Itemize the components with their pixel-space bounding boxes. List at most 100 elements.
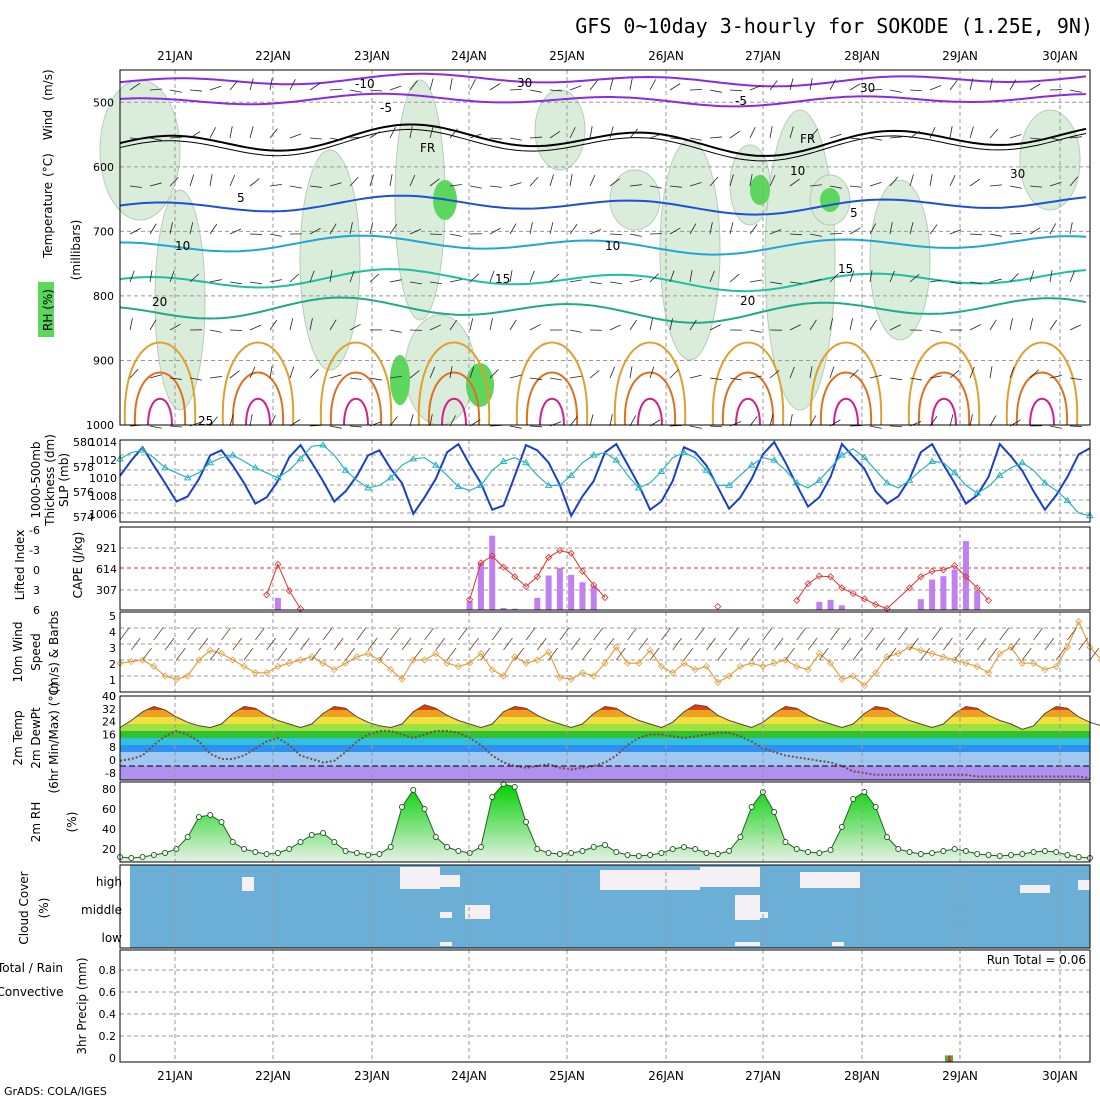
wind-barb bbox=[909, 130, 920, 139]
thickness-point bbox=[634, 483, 643, 491]
lifted-index-point bbox=[590, 581, 598, 589]
wind-barb bbox=[249, 126, 254, 139]
wind-barb bbox=[249, 178, 260, 187]
wind-barb bbox=[909, 274, 920, 283]
wind-barb bbox=[669, 227, 681, 235]
wind-barb bbox=[609, 233, 623, 236]
wind-barb-10m bbox=[401, 637, 412, 651]
wind-barb bbox=[549, 174, 554, 187]
wind-barb bbox=[409, 370, 420, 379]
wind-barb bbox=[629, 233, 642, 237]
wind-barb-10m bbox=[469, 637, 479, 651]
temp-band bbox=[120, 752, 1090, 766]
temp-contour-25 bbox=[613, 341, 687, 426]
wind-speed-point bbox=[184, 672, 192, 680]
wind-barb bbox=[1029, 369, 1039, 379]
wind-barb bbox=[989, 184, 1002, 187]
wind-speed-point bbox=[330, 666, 338, 674]
run-total: Run Total = 0.06 bbox=[987, 953, 1086, 967]
wind-speed-point bbox=[443, 659, 451, 667]
wind-barb-10m bbox=[728, 627, 739, 641]
wind-speed-point bbox=[838, 675, 846, 683]
wind-barb bbox=[809, 366, 813, 379]
wind-barb bbox=[709, 89, 722, 93]
wind-barb bbox=[629, 78, 633, 91]
cloud-patch-high bbox=[800, 872, 860, 888]
rh-point bbox=[579, 848, 586, 854]
rh-point bbox=[466, 850, 473, 856]
wind-barb bbox=[1009, 318, 1013, 331]
wind-barb bbox=[889, 324, 901, 331]
rh-point bbox=[162, 850, 169, 856]
wind-barb bbox=[669, 83, 681, 91]
cape-bar bbox=[534, 597, 541, 610]
rh-point bbox=[387, 844, 394, 850]
wind-barb-10m bbox=[503, 637, 513, 651]
rh-point bbox=[624, 852, 631, 858]
upper-ylabel-wind: Wind bbox=[41, 110, 55, 140]
cape-tick: 307 bbox=[96, 584, 117, 597]
thickness-point bbox=[747, 461, 756, 468]
wind-barb bbox=[709, 270, 715, 283]
cape-bar bbox=[477, 562, 484, 610]
date-label-bottom: 27JAN bbox=[745, 1069, 781, 1083]
precip-frame bbox=[119, 949, 1091, 1063]
wind-barb bbox=[429, 414, 433, 427]
wind-barb bbox=[889, 377, 902, 381]
wind-barb bbox=[349, 136, 362, 139]
wind-barb-10m bbox=[1033, 627, 1043, 641]
rh-point bbox=[861, 789, 868, 795]
wind-barb bbox=[949, 126, 953, 139]
wind-barb-10m bbox=[954, 647, 964, 661]
wind-barb bbox=[509, 88, 523, 91]
li-tick: 0 bbox=[33, 564, 40, 577]
rh-point bbox=[195, 814, 202, 820]
wind-barb bbox=[169, 136, 183, 139]
wind-barb-10m bbox=[615, 647, 626, 661]
upper-air-frame bbox=[119, 69, 1091, 426]
wind-barb bbox=[689, 223, 697, 235]
wind-barb bbox=[169, 89, 182, 93]
cape-tick: 921 bbox=[96, 542, 117, 555]
wind-barb bbox=[489, 270, 495, 283]
temp-contour-30 bbox=[133, 371, 187, 426]
wind-barb bbox=[989, 366, 993, 379]
wind-speed-point bbox=[1030, 659, 1038, 667]
wind-barb bbox=[849, 318, 854, 331]
temp-contour-35 bbox=[735, 397, 761, 426]
lifted-index-point bbox=[714, 602, 722, 611]
wind-barb bbox=[489, 227, 501, 235]
wind-barb-10m bbox=[988, 647, 998, 661]
wind-barb-10m bbox=[897, 627, 908, 641]
wind-barb bbox=[709, 324, 721, 331]
rh-point bbox=[207, 812, 214, 818]
thickness-frame bbox=[119, 439, 1091, 523]
contour-label: 25 bbox=[198, 414, 213, 428]
temp-band bbox=[120, 766, 1090, 780]
rh-point bbox=[816, 850, 823, 856]
lifted-index-point bbox=[567, 549, 575, 557]
rh-point bbox=[342, 848, 349, 854]
wind-barb bbox=[909, 377, 922, 381]
wind-barb bbox=[1009, 232, 1023, 235]
wind-barb bbox=[689, 319, 697, 331]
wind-speed-point bbox=[1063, 643, 1072, 651]
temp-line bbox=[119, 704, 1100, 730]
rh-point bbox=[1019, 851, 1026, 857]
wind-barb-10m bbox=[480, 647, 491, 661]
wind-barb bbox=[569, 174, 573, 187]
thickness-point bbox=[251, 463, 260, 471]
rh-point bbox=[410, 787, 417, 793]
lifted-index-line bbox=[469, 549, 606, 600]
wind-speed-point bbox=[590, 672, 598, 680]
rh-point bbox=[297, 839, 304, 845]
wind-barb bbox=[929, 416, 938, 427]
thickness-tick: 580 bbox=[73, 436, 94, 449]
date-label-top: 23JAN bbox=[354, 49, 390, 63]
cloud-patch-low bbox=[832, 942, 844, 946]
lifted-index-point bbox=[545, 553, 553, 561]
wind-speed-point bbox=[849, 672, 857, 680]
wind-barb bbox=[689, 374, 702, 379]
temp-tick: 8 bbox=[109, 741, 116, 754]
